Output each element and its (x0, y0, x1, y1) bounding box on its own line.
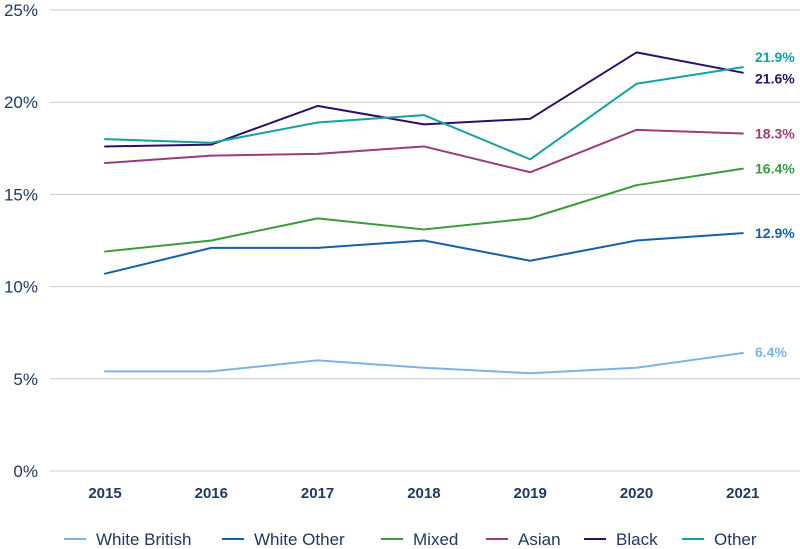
legend: White British White Other Mixed Asian Black O… (64, 530, 757, 549)
y-tick-label: 0% (13, 462, 38, 481)
end-label-white-british: 6.4% (755, 344, 787, 360)
series-line-mixed (104, 167, 744, 253)
end-label-black: 21.6% (755, 71, 795, 87)
legend-label: White Other (254, 530, 345, 549)
legend-label: Asian (518, 530, 561, 549)
end-labels: 6.4% 12.9% 16.4% 18.3% 21.6% 21.9% (755, 49, 795, 360)
x-axis: 2015 2016 2017 2018 2019 2020 2021 (88, 485, 759, 502)
x-tick-label: 2021 (726, 485, 759, 502)
x-tick-label: 2019 (514, 485, 547, 502)
series-line-black (104, 51, 744, 148)
x-tick-label: 2020 (620, 485, 653, 502)
x-tick-label: 2018 (407, 485, 440, 502)
y-axis: 0% 5% 10% 15% 20% 25% (4, 1, 38, 481)
legend-label: White British (96, 530, 191, 549)
end-label-asian: 18.3% (755, 126, 795, 142)
y-tick-label: 15% (4, 185, 38, 204)
series-line-white-british (104, 351, 744, 375)
end-label-other: 21.9% (755, 49, 795, 65)
x-tick-label: 2015 (88, 485, 121, 502)
series-line-white-other (104, 232, 744, 275)
end-label-white-other: 12.9% (755, 225, 795, 241)
end-label-mixed: 16.4% (755, 161, 795, 177)
legend-label: Other (714, 530, 757, 549)
series-lines (104, 51, 744, 375)
series-line-other (104, 66, 744, 161)
x-tick-label: 2016 (195, 485, 228, 502)
gridlines (50, 9, 800, 472)
series-line-asian (104, 128, 744, 174)
y-tick-label: 10% (4, 278, 38, 297)
legend-label: Mixed (413, 530, 458, 549)
y-tick-label: 25% (4, 1, 38, 20)
y-tick-label: 5% (13, 370, 38, 389)
y-tick-label: 20% (4, 93, 38, 112)
x-tick-label: 2017 (301, 485, 334, 502)
legend-label: Black (616, 530, 658, 549)
